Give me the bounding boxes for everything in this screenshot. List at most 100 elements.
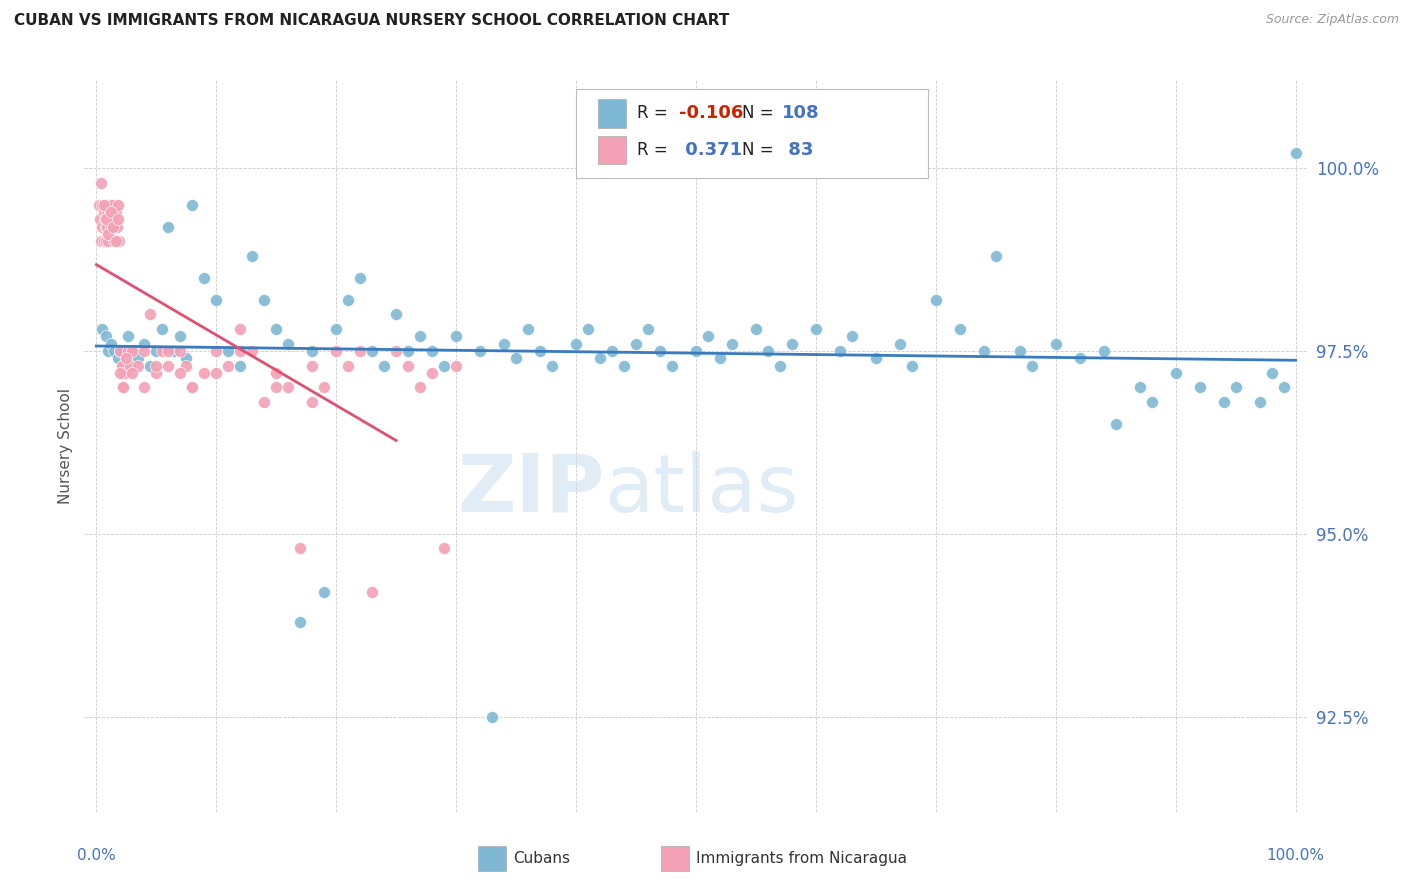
- Point: [253, 395, 276, 409]
- Point: [103, 234, 125, 248]
- Point: [1140, 395, 1163, 409]
- Point: [865, 351, 887, 366]
- Point: [290, 615, 312, 629]
- Point: [661, 359, 683, 373]
- Point: [1225, 380, 1247, 394]
- Point: [181, 380, 204, 394]
- Point: [91, 197, 114, 211]
- Point: [110, 359, 132, 373]
- Point: [901, 359, 924, 373]
- Point: [96, 219, 118, 234]
- Point: [117, 329, 139, 343]
- Point: [361, 585, 384, 599]
- Point: [721, 336, 744, 351]
- Point: [889, 336, 911, 351]
- Point: [217, 343, 239, 358]
- Text: CUBAN VS IMMIGRANTS FROM NICARAGUA NURSERY SCHOOL CORRELATION CHART: CUBAN VS IMMIGRANTS FROM NICARAGUA NURSE…: [14, 13, 730, 29]
- Point: [205, 366, 228, 380]
- Point: [97, 343, 120, 358]
- Point: [648, 343, 671, 358]
- Point: [925, 293, 948, 307]
- Point: [325, 322, 347, 336]
- Point: [314, 585, 336, 599]
- Point: [101, 212, 124, 227]
- Text: 83: 83: [782, 141, 813, 159]
- Text: 108: 108: [782, 104, 820, 122]
- Point: [100, 205, 122, 219]
- Point: [589, 351, 612, 366]
- Text: R =: R =: [637, 104, 673, 122]
- Text: R =: R =: [637, 141, 673, 159]
- Point: [93, 234, 115, 248]
- Point: [91, 322, 114, 336]
- Point: [541, 359, 564, 373]
- Point: [117, 343, 139, 358]
- Text: Cubans: Cubans: [513, 851, 571, 865]
- Y-axis label: Nursery School: Nursery School: [58, 388, 73, 504]
- Point: [110, 343, 132, 358]
- Point: [385, 343, 408, 358]
- Point: [949, 322, 972, 336]
- Point: [290, 541, 312, 556]
- Point: [240, 343, 263, 358]
- Point: [1260, 366, 1282, 380]
- Point: [134, 380, 156, 394]
- Point: [150, 322, 173, 336]
- Point: [841, 329, 863, 343]
- Point: [193, 270, 215, 285]
- Point: [115, 351, 138, 366]
- Point: [709, 351, 731, 366]
- Point: [481, 709, 503, 723]
- Point: [565, 336, 588, 351]
- Point: [139, 359, 162, 373]
- Point: [104, 234, 127, 248]
- Point: [217, 359, 239, 373]
- Point: [121, 343, 143, 358]
- Point: [163, 343, 186, 358]
- Point: [756, 343, 779, 358]
- Point: [108, 234, 131, 248]
- Point: [828, 343, 851, 358]
- Text: Immigrants from Nicaragua: Immigrants from Nicaragua: [696, 851, 907, 865]
- Point: [697, 329, 720, 343]
- Point: [1105, 417, 1128, 431]
- Point: [150, 343, 173, 358]
- Point: [94, 234, 117, 248]
- Text: N =: N =: [742, 104, 779, 122]
- Point: [1008, 343, 1031, 358]
- Point: [174, 351, 197, 366]
- Point: [93, 197, 115, 211]
- Point: [361, 343, 384, 358]
- Point: [91, 219, 114, 234]
- Point: [121, 366, 143, 380]
- Point: [229, 359, 252, 373]
- Point: [100, 336, 122, 351]
- Point: [127, 351, 149, 366]
- Point: [576, 322, 599, 336]
- Point: [780, 336, 803, 351]
- Point: [1272, 380, 1295, 394]
- Point: [111, 380, 134, 394]
- Point: [745, 322, 768, 336]
- Text: N =: N =: [742, 141, 779, 159]
- Text: ZIP: ZIP: [457, 450, 605, 529]
- Point: [105, 219, 128, 234]
- Point: [145, 359, 167, 373]
- Point: [420, 366, 443, 380]
- Point: [277, 336, 299, 351]
- Point: [157, 343, 180, 358]
- Point: [111, 380, 134, 394]
- Point: [468, 343, 491, 358]
- Point: [253, 293, 276, 307]
- Point: [169, 343, 191, 358]
- Point: [637, 322, 659, 336]
- Text: -0.106: -0.106: [679, 104, 744, 122]
- Point: [145, 366, 167, 380]
- Point: [494, 336, 516, 351]
- Point: [93, 197, 115, 211]
- Point: [1188, 380, 1211, 394]
- Point: [240, 249, 263, 263]
- Point: [337, 293, 360, 307]
- Point: [193, 366, 215, 380]
- Point: [409, 380, 432, 394]
